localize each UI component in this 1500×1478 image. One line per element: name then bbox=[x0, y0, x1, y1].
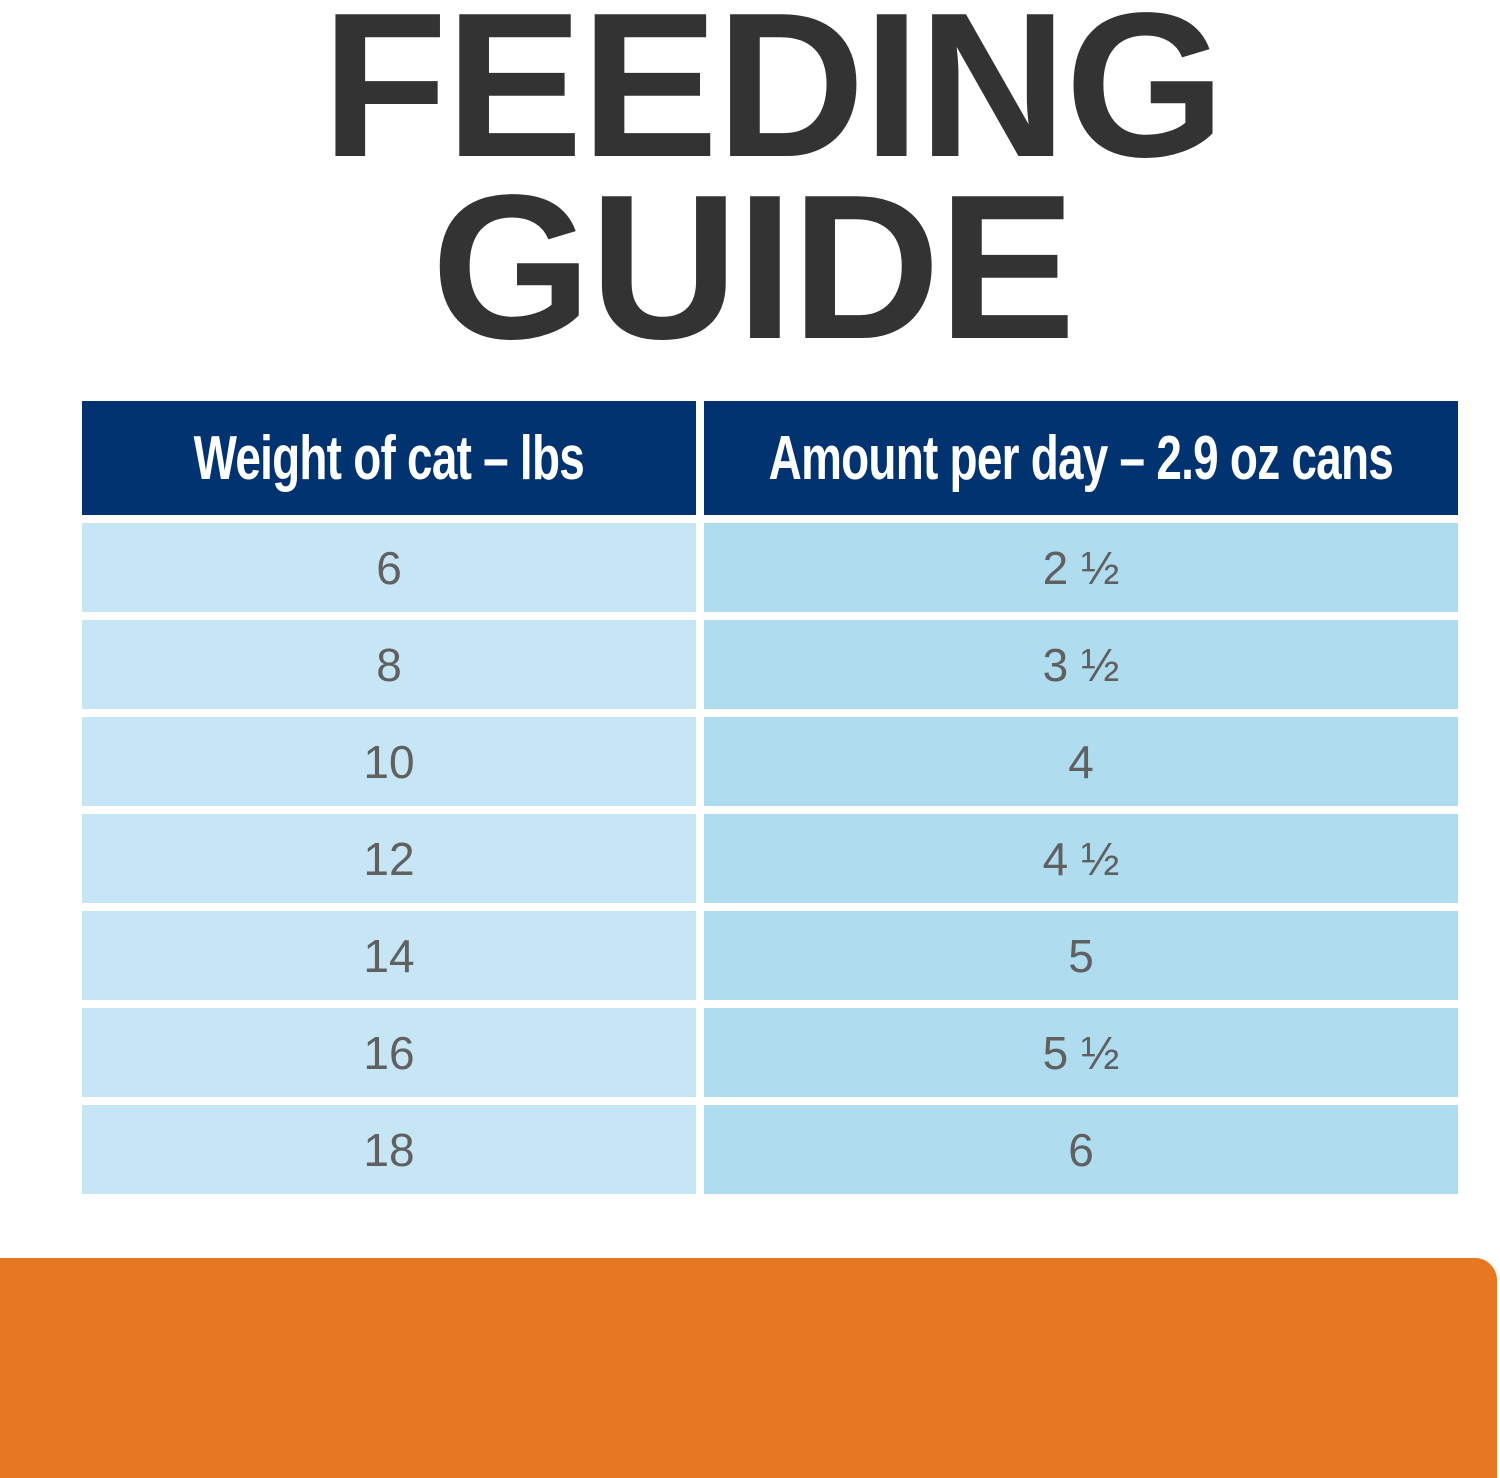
weight-cell: 16 bbox=[82, 1008, 696, 1097]
table-header: Weight of cat – lbs Amount per day – 2.9… bbox=[82, 401, 1458, 515]
amount-cell: 4 ½ bbox=[704, 814, 1458, 903]
amount-cell: 4 bbox=[704, 717, 1458, 806]
weight-cell: 14 bbox=[82, 911, 696, 1000]
feeding-table: Weight of cat – lbs Amount per day – 2.9… bbox=[82, 401, 1458, 1202]
table-row: 18 6 bbox=[82, 1105, 1458, 1194]
weight-cell: 6 bbox=[82, 523, 696, 612]
table-row: 16 5 ½ bbox=[82, 1008, 1458, 1097]
title-line-1: FEEDING bbox=[321, 0, 1226, 200]
header-amount-label: Amount per day – 2.9 oz cans bbox=[768, 423, 1394, 493]
header-amount: Amount per day – 2.9 oz cans bbox=[704, 401, 1458, 515]
header-weight-label: Weight of cat – lbs bbox=[193, 423, 585, 493]
amount-cell: 2 ½ bbox=[704, 523, 1458, 612]
weight-cell: 10 bbox=[82, 717, 696, 806]
weight-cell: 8 bbox=[82, 620, 696, 709]
amount-cell: 5 bbox=[704, 911, 1458, 1000]
title-line-2: GUIDE bbox=[431, 152, 1075, 382]
table-row: 14 5 bbox=[82, 911, 1458, 1000]
amount-cell: 5 ½ bbox=[704, 1008, 1458, 1097]
table-row: 12 4 ½ bbox=[82, 814, 1458, 903]
weight-cell: 18 bbox=[82, 1105, 696, 1194]
amount-cell: 3 ½ bbox=[704, 620, 1458, 709]
header-weight: Weight of cat – lbs bbox=[82, 401, 696, 515]
amount-cell: 6 bbox=[704, 1105, 1458, 1194]
weight-cell: 12 bbox=[82, 814, 696, 903]
table-row: 10 4 bbox=[82, 717, 1458, 806]
orange-banner bbox=[0, 1258, 1497, 1478]
